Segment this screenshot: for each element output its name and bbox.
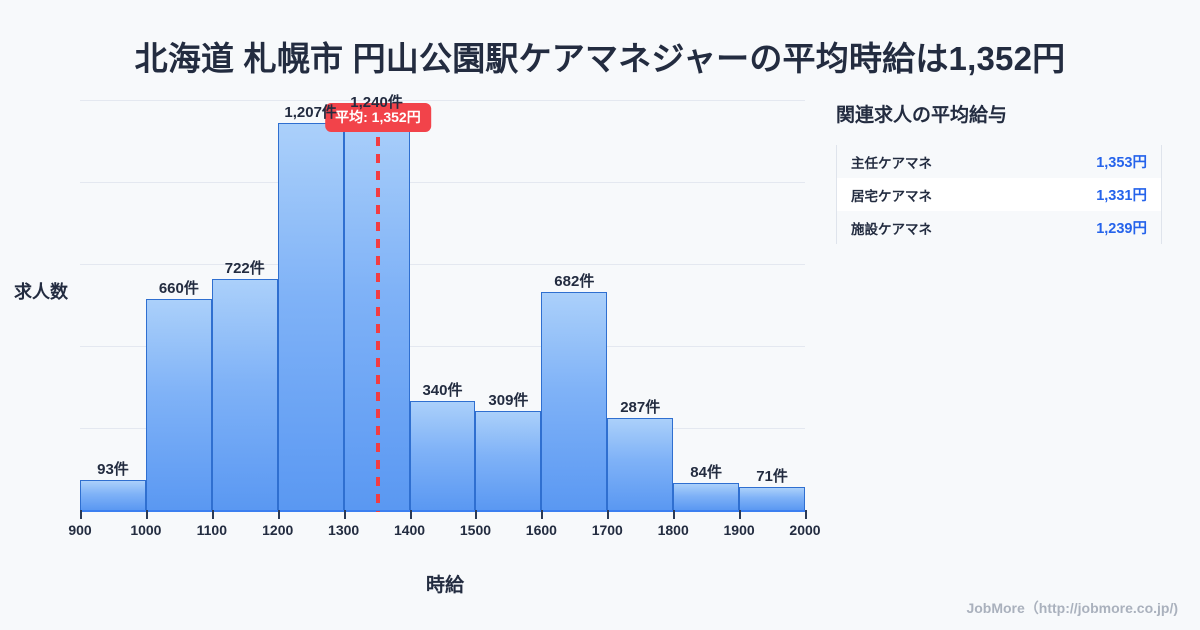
bar-value-label: 660件 (158, 279, 199, 297)
x-axis-tick (343, 510, 346, 519)
x-axis-tick-label: 900 (68, 522, 92, 538)
bar-value-label: 71件 (756, 468, 788, 486)
gridline (80, 100, 805, 101)
salary-row-label: 居宅ケアマネ (851, 188, 932, 204)
gridline (80, 182, 805, 183)
footer-attribution: JobMore（http://jobmore.co.jp/) (966, 600, 1178, 616)
x-axis-tick-label: 1600 (525, 522, 557, 538)
plot-area (80, 100, 805, 510)
salary-row: 居宅ケアマネ 1,331円 (837, 178, 1161, 211)
x-axis-tick-label: 1900 (723, 522, 755, 538)
related-salary-heading: 関連求人の平均給与 (836, 105, 1008, 126)
x-axis-tick (475, 510, 478, 519)
bar-value-label: 682件 (554, 272, 595, 290)
bar-value-label: 287件 (620, 399, 661, 417)
bar[interactable] (80, 480, 146, 510)
x-axis-tick (805, 510, 807, 519)
x-axis-tick-label: 2000 (789, 522, 821, 538)
bar[interactable] (673, 483, 740, 510)
y-axis-title: 求人数 (14, 282, 68, 302)
salary-row-label: 主任ケアマネ (851, 155, 932, 171)
salary-row: 主任ケアマネ 1,353円 (837, 145, 1161, 178)
x-axis-title: 時給 (425, 575, 464, 596)
x-axis-tick (409, 510, 412, 519)
x-axis-tick (145, 510, 148, 519)
related-salary-table: 主任ケアマネ 1,353円居宅ケアマネ 1,331円施設ケアマネ 1,239円 (836, 145, 1162, 244)
x-axis-tick-label: 1100 (196, 522, 227, 538)
x-axis-tick-label: 1300 (328, 522, 360, 538)
x-axis-tick (673, 510, 676, 519)
bar-value-label: 84件 (690, 464, 722, 482)
bar[interactable] (541, 291, 608, 510)
bar[interactable] (145, 298, 212, 510)
page-title: 北海道 札幌市 円山公園駅ケアマネジャーの平均時給は1,352円 (134, 40, 1066, 77)
bar-value-label: 340件 (422, 382, 463, 400)
salary-row-value: 1,331円 (1096, 188, 1147, 204)
salary-row-value: 1,353円 (1096, 155, 1147, 171)
x-axis-tick-label: 1000 (130, 522, 162, 538)
bar-value-label: 93件 (97, 461, 129, 479)
average-badge: 平均: 1,352円 (325, 103, 431, 132)
bar-value-label: 1,240件 (350, 93, 403, 111)
x-axis-tick (211, 510, 214, 519)
bar[interactable] (607, 418, 674, 510)
x-axis-line (80, 510, 805, 512)
x-axis-tick-label: 1700 (591, 522, 623, 538)
bar-value-label: 1,207件 (284, 104, 337, 122)
related-salary-panel: 関連求人の平均給与 主任ケアマネ 1,353円居宅ケアマネ 1,331円施設ケアマネ… (836, 100, 1166, 244)
gridline (80, 346, 805, 347)
average-line (375, 120, 380, 512)
salary-row-value: 1,239円 (1096, 221, 1147, 237)
salary-row: 施設ケアマネ 1,239円 (837, 211, 1161, 244)
bar[interactable] (739, 487, 805, 510)
x-axis-tick (80, 510, 82, 519)
x-axis-tick (541, 510, 544, 519)
salary-row-label: 施設ケアマネ (851, 221, 932, 237)
x-axis-tick-label: 1200 (262, 522, 294, 538)
x-axis-tick (607, 510, 610, 519)
x-axis-tick (277, 510, 280, 519)
x-axis-tick (739, 510, 742, 519)
histogram-chart: 求人数 時給 平均: 1,352円 93件 660件 722件 1,207件 1,240… (14, 93, 821, 596)
x-axis-tick-label: 1800 (657, 522, 689, 538)
bar[interactable] (409, 401, 476, 510)
bar[interactable] (277, 123, 344, 510)
gridline (80, 264, 805, 265)
bar-value-label: 309件 (488, 392, 529, 410)
bar[interactable] (211, 278, 278, 510)
bar-value-label: 722件 (224, 259, 265, 277)
bar[interactable] (475, 411, 542, 510)
x-axis-tick-label: 1400 (393, 522, 426, 538)
x-axis-tick-label: 1500 (459, 522, 492, 538)
